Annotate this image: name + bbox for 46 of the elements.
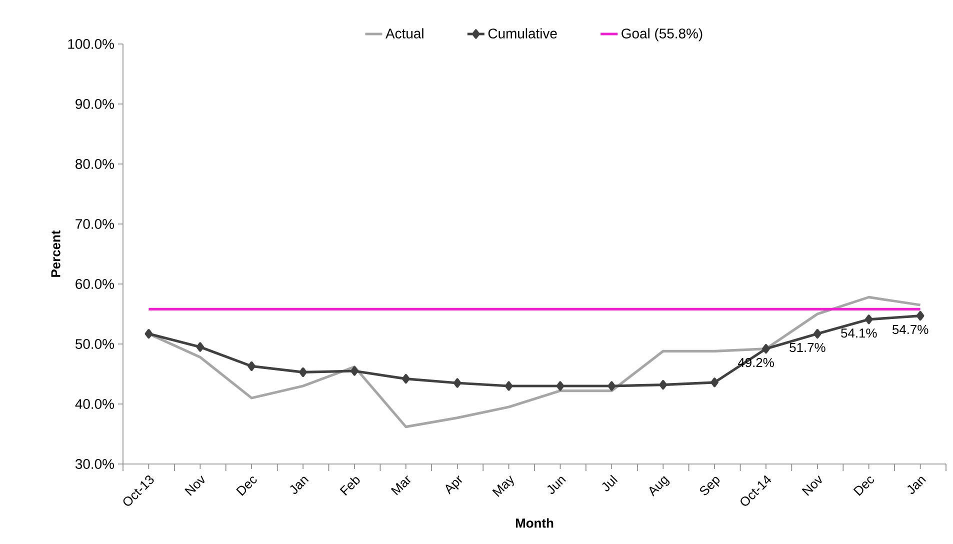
y-tick-label: 60.0% (76, 279, 114, 289)
point (196, 342, 204, 352)
x-tick-label: Jul (602, 474, 618, 492)
x-tick-label: Sep (700, 476, 720, 496)
x-tick-label: Jun (547, 476, 566, 494)
x-tick-label: Jan (290, 476, 309, 494)
x-tick-label: Dec (236, 476, 257, 496)
x-tick-label: Dec (853, 476, 874, 496)
y-tick-label: 90.0% (76, 99, 114, 109)
point (504, 381, 513, 391)
point (350, 366, 358, 376)
data-label: 54.7% (892, 324, 928, 334)
point (556, 381, 564, 391)
legend-label: Cumulative (488, 28, 557, 38)
y-tick-label: 70.0% (76, 219, 114, 229)
point (453, 378, 462, 388)
x-tick-label: Aug (649, 476, 670, 497)
point (864, 314, 873, 324)
x-tick-label: Apr (446, 476, 462, 495)
x-tick-label: Nov (184, 475, 205, 496)
x-tick-label: May (492, 475, 514, 497)
x-tick-label: Mar (390, 476, 411, 496)
point (144, 329, 153, 339)
y-axis-title: Percent (51, 230, 60, 277)
y-tick-label: 50.0% (75, 339, 114, 349)
point (402, 374, 410, 384)
point (814, 329, 822, 339)
y-tick-label: 30.0% (75, 459, 114, 469)
y-tick-label: 40.0% (75, 399, 114, 409)
point (762, 344, 770, 354)
x-tick-label: Feb (340, 477, 360, 496)
point (608, 381, 616, 391)
y-tick-label: 80.0% (76, 159, 114, 169)
point (659, 380, 668, 390)
data-label: 51.7% (790, 342, 826, 352)
point (248, 361, 256, 371)
x-axis-title: Month (516, 518, 554, 528)
x-tick-label: Jan (907, 476, 926, 494)
legend-label: Actual (386, 28, 424, 38)
data-label: 54.1% (841, 328, 877, 338)
point (710, 378, 718, 388)
y-tick-label: 100.0% (68, 39, 114, 49)
point (299, 367, 307, 377)
x-tick-label: Nov (802, 475, 822, 496)
point (916, 311, 924, 321)
legend-label: Goal (55.8%) (622, 28, 702, 42)
